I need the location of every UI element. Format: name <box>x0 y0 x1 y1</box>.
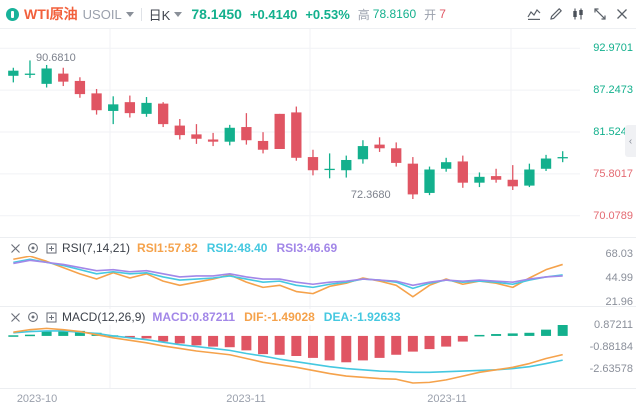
rsi-pane: RSI(7,14,21) RSI1:57.82 RSI2:48.40 RSI3:… <box>0 238 636 308</box>
macd-plot[interactable] <box>0 307 636 389</box>
high-label: 高 <box>357 7 370 22</box>
header-divider <box>140 7 142 21</box>
last-price: 78.1450 <box>191 6 242 22</box>
symbol-dropdown-caret-icon[interactable] <box>125 11 134 17</box>
price-y-tick: 70.0789 <box>593 209 633 222</box>
macd-y-axis: 0.87211 -0.88184 -2.63578 <box>576 307 636 389</box>
dif-value: DIF:-1.49028 <box>244 310 315 324</box>
rsi3-value: RSI3:46.69 <box>276 241 338 255</box>
price-pane: 92.9701 87.2473 81.5245 75.8017 70.0789 90.6… <box>0 29 636 237</box>
price-y-tick: 81.5245 <box>593 125 633 138</box>
open-label: 开 <box>424 7 437 22</box>
dea-value: DEA:-1.92633 <box>323 310 401 324</box>
expand-icon[interactable] <box>589 4 610 25</box>
pane-separator-macd <box>0 306 636 307</box>
rsi1-value: RSI1:57.82 <box>137 241 198 255</box>
period-dropdown-caret-icon[interactable] <box>174 11 183 17</box>
period-selector-label[interactable]: 日K <box>148 7 171 23</box>
rsi-y-tick: 44.99 <box>605 272 633 284</box>
x-axis: 2023-10 2023-11 2023-11 <box>0 388 636 411</box>
x-axis-tick: 2023-11 <box>226 393 266 405</box>
low-price-annotation: 72.3680 <box>350 189 391 201</box>
high-price-annotation: 90.6810 <box>35 52 76 65</box>
rsi2-value: RSI2:48.40 <box>206 241 268 255</box>
rsi-title: RSI(7,14,21) <box>62 241 131 255</box>
macd-settings-icon[interactable] <box>26 310 40 324</box>
macd-expand-icon[interactable] <box>44 310 58 324</box>
x-axis-tick: 2023-11 <box>427 393 467 405</box>
price-y-tick: 87.2473 <box>593 84 633 97</box>
x-axis-tick: 2023-10 <box>16 393 58 405</box>
macd-value: MACD:0.87211 <box>152 310 236 324</box>
price-y-tick: 92.9701 <box>593 42 633 55</box>
macd-close-icon[interactable] <box>8 310 22 324</box>
rsi-plot[interactable] <box>0 238 636 306</box>
macd-pane: MACD(12,26,9) MACD:0.87211 DIF:-1.49028 … <box>0 307 636 389</box>
symbol-logo-icon <box>6 7 19 21</box>
collapse-panel-button[interactable]: ‹ <box>625 125 636 157</box>
candlestick-icon[interactable] <box>567 4 588 25</box>
rsi-y-axis: 68.03 44.99 21.96 <box>576 238 636 308</box>
price-change-percent: +0.53% <box>305 6 350 22</box>
pane-separator-rsi <box>0 237 636 238</box>
symbol-code: USOIL <box>82 6 122 22</box>
rsi-y-tick: 21.96 <box>605 296 633 308</box>
rsi-legend: RSI(7,14,21) RSI1:57.82 RSI2:48.40 RSI3:… <box>6 240 349 256</box>
chart-toolbar <box>521 2 634 26</box>
open-value: 7 <box>439 7 446 21</box>
macd-y-tick: -2.63578 <box>589 363 633 375</box>
macd-legend: MACD(12,26,9) MACD:0.87211 DIF:-1.49028 … <box>6 309 412 325</box>
close-icon[interactable] <box>611 4 632 25</box>
high-value: 78.8160 <box>372 7 417 21</box>
rsi-settings-icon[interactable] <box>26 241 40 255</box>
price-y-tick: 75.8017 <box>593 167 633 180</box>
symbol-name: WTI原油 <box>24 6 78 22</box>
price-change: +0.4140 <box>249 6 298 22</box>
rsi-close-icon[interactable] <box>8 241 22 255</box>
price-y-axis: 92.9701 87.2473 81.5245 75.8017 70.0789 <box>576 29 636 237</box>
candlestick-plot[interactable] <box>0 29 636 237</box>
rsi-y-tick: 68.03 <box>605 248 633 260</box>
macd-y-tick: -0.88184 <box>589 340 633 353</box>
macd-title: MACD(12,26,9) <box>62 310 146 324</box>
rsi-expand-icon[interactable] <box>44 241 58 255</box>
pencil-icon[interactable] <box>545 4 566 25</box>
indicator-icon[interactable] <box>523 4 544 25</box>
macd-y-tick: 0.87211 <box>594 318 633 331</box>
